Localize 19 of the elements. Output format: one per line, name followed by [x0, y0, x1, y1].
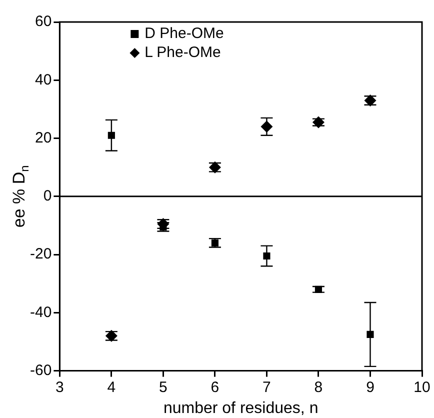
- legend-label: L Phe-OMe: [144, 44, 221, 62]
- legend-label: D Phe-OMe: [144, 25, 224, 42]
- x-tick-label: 7: [262, 378, 271, 396]
- y-tick-label: -40: [30, 304, 52, 321]
- x-tick-label: 4: [107, 378, 116, 396]
- x-tick-label: 10: [414, 378, 430, 396]
- x-axis-title: number of residues, n: [163, 400, 318, 417]
- y-tick-label: 0: [43, 188, 52, 205]
- x-tick-label: 9: [366, 378, 374, 396]
- x-tick-label: 8: [314, 378, 323, 396]
- x-tick-label: 6: [210, 378, 220, 396]
- x-tick-label: 5: [159, 378, 168, 396]
- y-tick-label: -20: [30, 246, 52, 263]
- y-tick-label: 60: [34, 13, 52, 30]
- x-tick-label: 3: [56, 378, 64, 396]
- y-axis-title: ee % Dn: [10, 165, 32, 228]
- y-tick-label: 40: [34, 71, 52, 88]
- y-tick-label: 20: [34, 129, 52, 146]
- y-tick-label: -60: [30, 362, 52, 379]
